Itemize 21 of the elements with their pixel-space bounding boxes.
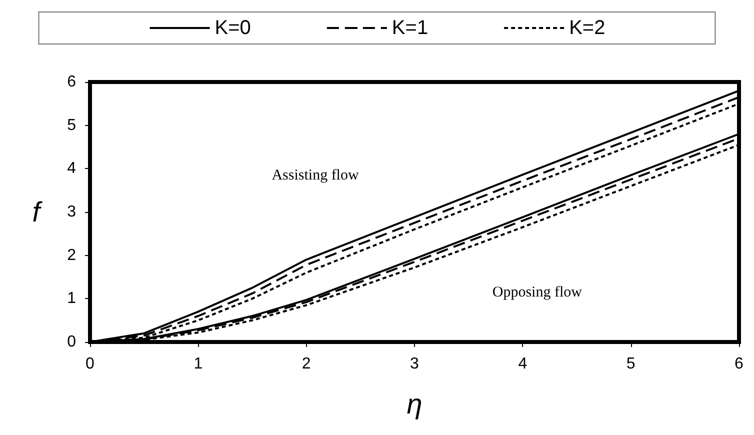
y-tick-label: 4	[67, 160, 76, 178]
y-tick-label: 0	[67, 334, 76, 350]
x-tick-label: 3	[410, 356, 420, 372]
legend-label: K=1	[392, 17, 428, 39]
legend-label: K=0	[214, 17, 251, 39]
y-tick-label: 2	[67, 246, 76, 264]
x-tick-label: 5	[626, 356, 636, 372]
x-tick-label: 0	[86, 356, 95, 372]
y-tick-label: 1	[67, 290, 76, 308]
annotation: Opposing flow	[492, 284, 582, 300]
x-tick-label: 6	[734, 356, 744, 372]
y-axis-title: f	[32, 196, 44, 228]
y-tick-label: 3	[67, 204, 76, 220]
x-tick-label: 1	[194, 356, 203, 372]
annotation: Assisting flow	[272, 167, 359, 184]
x-axis-title: η	[406, 388, 422, 420]
x-tick-label: 4	[518, 356, 528, 372]
y-tick-label: 5	[67, 116, 76, 134]
x-tick-label: 2	[302, 356, 311, 372]
legend-label: K=2	[569, 17, 606, 39]
y-tick-label: 6	[67, 74, 76, 90]
